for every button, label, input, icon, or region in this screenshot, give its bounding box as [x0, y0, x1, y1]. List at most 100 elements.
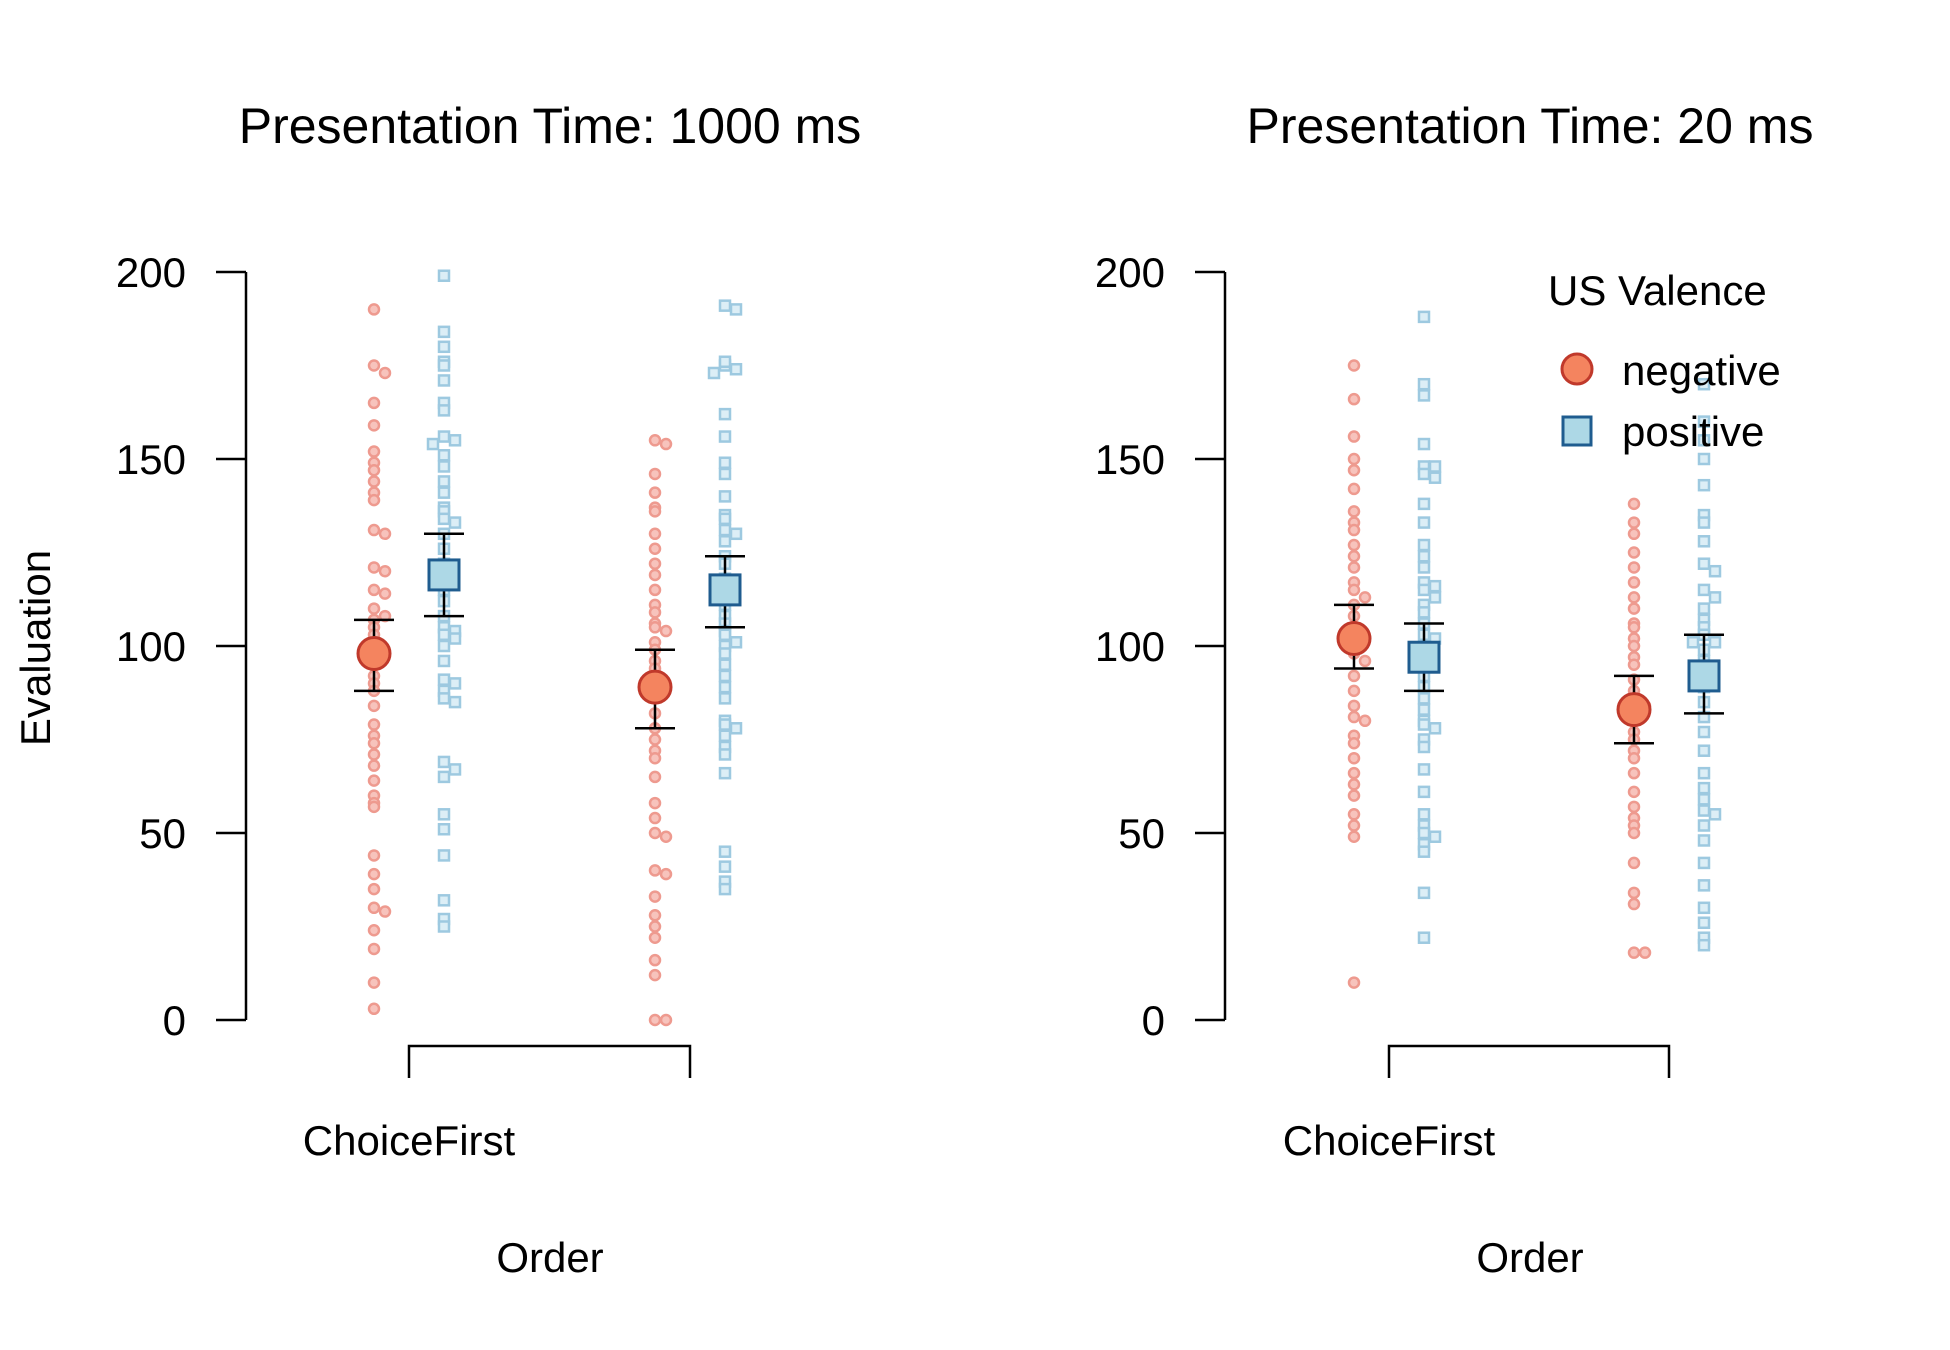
data-point-negative: [659, 867, 673, 881]
data-point-negative: [1627, 766, 1641, 780]
data-point-positive: [1697, 744, 1711, 757]
data-point-positive: [1708, 636, 1722, 649]
data-point-positive: [1428, 471, 1442, 484]
data-point-negative: [648, 864, 662, 877]
data-points: [1347, 310, 1722, 989]
data-point-negative: [1347, 392, 1361, 406]
data-point-positive: [1697, 856, 1711, 870]
y-tick-label: 150: [1095, 436, 1165, 483]
mean-markers: [354, 532, 745, 730]
panel-title: Presentation Time: 1000 ms: [239, 98, 862, 154]
data-point-positive: [1697, 916, 1711, 930]
data-point-negative: [1347, 549, 1361, 563]
x-axis-bracket: [1387, 1044, 1671, 1078]
x-axis-label: Order: [1476, 1234, 1583, 1281]
data-point-positive: [1697, 478, 1711, 492]
data-point-positive: [1417, 497, 1431, 511]
legend: US Valence negative positive: [1548, 267, 1781, 455]
data-point-negative: [648, 527, 662, 541]
data-point-negative: [367, 901, 381, 915]
data-point-positive: [1697, 452, 1711, 466]
data-point-negative: [648, 606, 662, 619]
data-point-negative: [367, 475, 381, 488]
data-point-negative: [1627, 826, 1641, 840]
data-point-positive: [718, 407, 732, 421]
data-point-positive: [718, 490, 732, 503]
data-point-negative: [1627, 576, 1641, 589]
data-point-negative: [1347, 710, 1361, 724]
data-point-positive: [718, 355, 732, 369]
data-point-positive: [718, 718, 732, 731]
panel-presentation-20ms: Presentation Time: 20 ms 0 50 100 150 200 Ch…: [1095, 98, 1814, 1281]
data-point-negative: [367, 748, 381, 761]
data-point-negative: [367, 445, 381, 458]
data-point-negative: [367, 523, 381, 537]
data-point-negative: [367, 583, 381, 597]
mean-marker-positive: [1687, 659, 1721, 693]
data-point-negative: [1347, 830, 1361, 843]
data-point-negative: [367, 849, 381, 862]
data-point-positive: [1417, 549, 1431, 563]
y-axis-label: Evaluation: [12, 550, 59, 746]
data-point-positive: [437, 628, 451, 642]
data-point-negative: [367, 867, 381, 881]
data-point-negative: [648, 811, 662, 825]
data-point-positive: [1417, 437, 1431, 451]
x-axis: ChoiceFirst: [1283, 1044, 1671, 1164]
data-point-negative: [1627, 591, 1641, 604]
data-point-positive: [1697, 938, 1711, 952]
data-point-positive: [1697, 583, 1711, 597]
data-point-positive: [718, 729, 732, 743]
data-point-positive: [729, 527, 743, 541]
y-tick-label: 200: [1095, 249, 1165, 296]
mean-marker-positive: [708, 573, 742, 607]
data-point-negative: [1347, 505, 1361, 518]
x-tick-label: ChoiceFirst: [1283, 1117, 1496, 1164]
data-point-positive: [426, 437, 440, 451]
data-point-positive: [1417, 692, 1431, 705]
x-axis: ChoiceFirst: [303, 1044, 692, 1164]
data-point-negative: [1627, 527, 1641, 541]
mean-marker-negative: [356, 635, 392, 671]
data-point-negative: [648, 826, 662, 840]
data-point-negative: [1347, 430, 1361, 443]
data-point-negative: [367, 923, 381, 937]
data-point-positive: [437, 475, 451, 488]
data-point-negative: [648, 557, 662, 570]
data-point-negative: [1627, 946, 1641, 959]
data-point-positive: [437, 449, 451, 462]
data-point-negative: [1347, 482, 1361, 496]
data-points: [367, 269, 743, 1027]
data-point-negative: [648, 890, 662, 903]
legend-marker-positive: [1561, 415, 1593, 447]
data-point-negative: [1347, 819, 1361, 832]
data-point-negative: [367, 463, 381, 477]
data-point-positive: [1697, 557, 1711, 570]
data-point-negative: [648, 770, 662, 784]
data-point-negative: [1347, 669, 1361, 683]
data-point-positive: [448, 677, 462, 690]
data-point-positive: [1417, 785, 1431, 799]
data-point-negative: [1347, 789, 1361, 802]
data-point-negative: [1638, 946, 1652, 959]
data-point-positive: [718, 647, 732, 660]
data-point-negative: [659, 830, 673, 843]
data-point-positive: [437, 849, 451, 862]
data-point-positive: [448, 695, 462, 709]
data-point-negative: [648, 796, 662, 810]
data-point-positive: [718, 882, 732, 896]
data-point-negative: [648, 920, 662, 933]
data-point-positive: [718, 456, 732, 469]
y-axis: 0 50 100 150 200: [116, 249, 248, 1044]
data-point-positive: [1697, 602, 1711, 615]
data-point-negative: [1347, 538, 1361, 552]
data-point-negative: [378, 587, 392, 600]
data-point-positive: [718, 692, 732, 705]
data-point-negative: [367, 759, 381, 772]
data-point-positive: [729, 636, 743, 649]
data-point-negative: [1627, 516, 1641, 529]
data-point-negative: [1347, 359, 1361, 372]
data-point-positive: [1428, 722, 1442, 735]
data-point-positive: [437, 770, 451, 784]
data-point-negative: [367, 419, 381, 432]
